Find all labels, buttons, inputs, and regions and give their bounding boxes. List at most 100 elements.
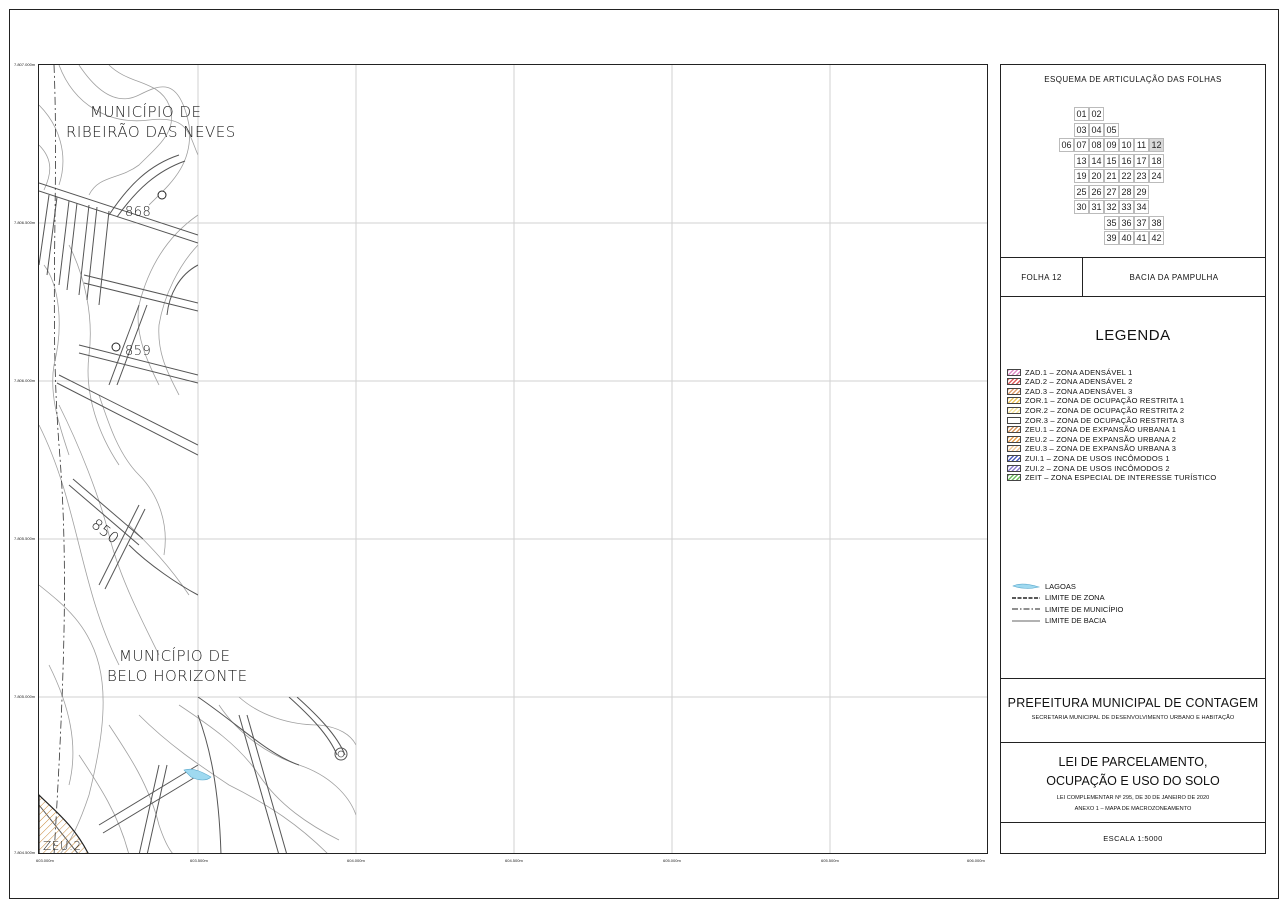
zone-label: ZAD.1 – ZONA ADENSÁVEL 1 <box>1025 367 1133 377</box>
title-block-panel: ESQUEMA DE ARTICULAÇÃO DAS FOLHAS 01 02 03… <box>1000 64 1266 854</box>
sheet-cell-07[interactable]: 07 <box>1074 138 1089 152</box>
law-section: LEI DE PARCELAMENTO, OCUPAÇÃO E USO DO S… <box>1001 743 1265 823</box>
sheet-cell-31[interactable]: 31 <box>1089 200 1104 214</box>
zone-label: ZUI.2 – ZONA DE USOS INCÔMODOS 2 <box>1025 463 1170 473</box>
elevation-point <box>157 190 167 200</box>
sheet-cell-13[interactable]: 13 <box>1074 153 1089 168</box>
sheet-cell-10[interactable]: 10 <box>1119 138 1134 152</box>
zone-label: ZEU.1 – ZONA DE EXPANSÃO URBANA 1 <box>1025 425 1177 435</box>
zone-swatch <box>1007 454 1021 462</box>
sheet-cell-11[interactable]: 11 <box>1134 138 1149 152</box>
sheet-cell-03[interactable]: 03 <box>1074 122 1089 137</box>
solid-symbol-icon <box>1012 620 1040 621</box>
sheet-cell-35[interactable]: 35 <box>1104 215 1119 230</box>
legend-zone-row: ZAD.2 – ZONA ADENSÁVEL 2 <box>1007 377 1132 387</box>
sheet-cell-28[interactable]: 28 <box>1119 184 1134 199</box>
sheet-cell-24[interactable]: 24 <box>1149 169 1164 183</box>
sheet-cell-21[interactable]: 21 <box>1104 169 1119 183</box>
y-coord-label: 7.805.000m <box>14 694 36 699</box>
sheet-cell-42[interactable]: 42 <box>1149 231 1164 245</box>
sheet-cell-23[interactable]: 23 <box>1134 169 1149 183</box>
sheet-cell-39[interactable]: 39 <box>1104 231 1119 245</box>
legend-zone-row: ZAD.3 – ZONA ADENSÁVEL 3 <box>1007 386 1132 396</box>
zeu2-zone-area <box>39 793 90 853</box>
elevation-label: 868 <box>125 205 152 220</box>
sheet-cell-09[interactable]: 09 <box>1104 138 1119 152</box>
roundabout <box>334 747 348 761</box>
x-coord-label: 604.000m <box>347 858 365 863</box>
annex-title: ANEXO 1 – MAPA DE MACROZONEAMENTO <box>1074 806 1192 812</box>
sheet-cell-08[interactable]: 08 <box>1089 138 1104 152</box>
legend-line-row: LAGOAS <box>1011 581 1076 591</box>
sheet-cell-04[interactable]: 04 <box>1089 122 1104 137</box>
zone-swatch <box>1007 406 1021 414</box>
sheet-cell-29[interactable]: 29 <box>1134 184 1149 199</box>
legend-line-label: LIMITE DE BACIA <box>1045 616 1107 625</box>
sheet-cell-17[interactable]: 17 <box>1134 153 1149 168</box>
sheet-cell-34[interactable]: 34 <box>1134 200 1149 214</box>
dashdot-symbol-icon <box>1012 608 1040 610</box>
legend-zone-row: ZEU.3 – ZONA DE EXPANSÃO URBANA 3 <box>1007 444 1176 454</box>
legend-line-label: LAGOAS <box>1045 581 1076 591</box>
sheet-number: FOLHA 12 <box>1001 258 1083 296</box>
map-frame[interactable]: MUNICÍPIO DE RIBEIRÃO DAS NEVES 868 859 … <box>38 64 988 854</box>
legend-line-label: LIMITE DE MUNICÍPIO <box>1045 604 1124 614</box>
articulation-title: ESQUEMA DE ARTICULAÇÃO DAS FOLHAS <box>1044 75 1222 84</box>
sheet-cell-40[interactable]: 40 <box>1119 231 1134 245</box>
zone-swatch <box>1007 416 1021 424</box>
y-coord-label: 7.804.500m <box>14 850 36 855</box>
legend-line-row: LIMITE DE MUNICÍPIO <box>1011 604 1123 614</box>
sheet-cell-41[interactable]: 41 <box>1134 231 1149 245</box>
zone-label: ZAD.3 – ZONA ADENSÁVEL 3 <box>1025 386 1133 396</box>
sheet-cell-20[interactable]: 20 <box>1089 169 1104 183</box>
scale-text: ESCALA 1:5000 <box>1103 834 1163 843</box>
sheet-cell-01[interactable]: 01 <box>1074 107 1089 121</box>
sheet-cell-16[interactable]: 16 <box>1119 153 1134 168</box>
zone-label: ZEIT – ZONA ESPECIAL DE INTERESSE TURÍST… <box>1025 473 1217 483</box>
sheet-cell-38[interactable]: 38 <box>1149 215 1164 230</box>
road-network <box>39 154 346 853</box>
municipality-label: RIBEIRÃO DAS NEVES <box>66 123 236 141</box>
legend-section: LEGENDA ZAD.1 – ZONA ADENSÁVEL 1 ZAD.2 – … <box>1001 297 1265 679</box>
drawing-sheet <box>9 9 1279 899</box>
sheet-cell-06[interactable]: 06 <box>1059 138 1074 152</box>
zone-swatch <box>1007 426 1021 434</box>
y-coord-label: 7.805.500m <box>14 536 36 541</box>
zone-swatch <box>1007 464 1021 472</box>
zone-label: ZOR.3 – ZONA DE OCUPAÇÃO RESTRITA 3 <box>1025 415 1185 425</box>
sheet-cell-12[interactable]: 12 <box>1149 138 1164 152</box>
sheet-cell-26[interactable]: 26 <box>1089 184 1104 199</box>
sheet-cell-25[interactable]: 25 <box>1074 184 1089 199</box>
sheet-cell-05[interactable]: 05 <box>1104 122 1119 137</box>
legend-zone-row: ZAD.1 – ZONA ADENSÁVEL 1 <box>1007 367 1132 377</box>
sheet-cell-14[interactable]: 14 <box>1089 153 1104 168</box>
sheet-cell-02[interactable]: 02 <box>1089 107 1104 121</box>
x-coord-label: 606.000m <box>967 858 985 863</box>
map-canvas <box>39 65 987 853</box>
sheet-cell-37[interactable]: 37 <box>1134 215 1149 230</box>
legend-zone-row: ZOR.3 – ZONA DE OCUPAÇÃO RESTRITA 3 <box>1007 415 1184 425</box>
sheet-cell-19[interactable]: 19 <box>1074 169 1089 183</box>
municipal-boundary <box>53 65 65 853</box>
zone-swatch <box>1007 445 1021 453</box>
prefeitura-section: PREFEITURA MUNICIPAL DE CONTAGEM SECRETA… <box>1001 679 1265 743</box>
sheet-cell-22[interactable]: 22 <box>1119 169 1134 183</box>
sheet-cell-18[interactable]: 18 <box>1149 153 1164 168</box>
sheet-cell-27[interactable]: 27 <box>1104 184 1119 199</box>
x-coord-label: 604.500m <box>505 858 523 863</box>
zone-swatch <box>1007 368 1021 376</box>
y-coord-label: 7.806.500m <box>14 220 36 225</box>
sheet-cell-33[interactable]: 33 <box>1119 200 1134 214</box>
municipality-label: BELO HORIZONTE <box>107 667 248 685</box>
zone-swatch <box>1007 378 1021 386</box>
sheet-cell-36[interactable]: 36 <box>1119 215 1134 230</box>
coordinate-grid <box>39 65 987 853</box>
sheet-cell-15[interactable]: 15 <box>1104 153 1119 168</box>
prefeitura-title: PREFEITURA MUNICIPAL DE CONTAGEM <box>1007 696 1259 710</box>
sheet-cell-32[interactable]: 32 <box>1104 200 1119 214</box>
basin-name: BACIA DA PAMPULHA <box>1129 272 1219 282</box>
legend-zone-row: ZOR.1 – ZONA DE OCUPAÇÃO RESTRITA 1 <box>1007 396 1184 406</box>
sheet-cell-30[interactable]: 30 <box>1074 200 1089 214</box>
zone-swatch <box>1007 387 1021 395</box>
dash-symbol-icon <box>1012 596 1040 599</box>
